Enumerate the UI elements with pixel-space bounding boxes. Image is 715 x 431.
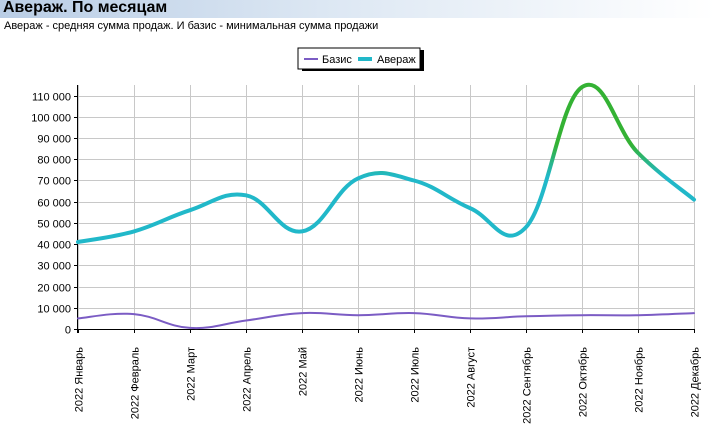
y-tick-label: 110 000 [32,92,71,104]
page-title: Авераж. По месяцам [3,0,168,16]
y-tick-label: 0 [65,325,71,337]
y-tick-label: 30 000 [37,261,71,273]
y-tick-label: 80 000 [37,155,71,167]
y-tick-label: 90 000 [37,134,71,146]
series-line-basis [77,311,695,330]
x-tick-label: 2022 Декабрь [690,347,702,418]
x-axis: 2022 Январь 2022 Февраль 2022 Март 2022 Апр… [74,329,702,424]
title-bar: Авераж. По месяцам [0,0,715,18]
x-tick-label: 2022 Июль [410,347,422,403]
x-tick-label: 2022 Февраль [130,347,142,420]
x-tick-label: 2022 Январь [74,347,86,413]
y-tick-label: 100 000 [31,113,71,125]
page-subtitle: Авераж - средняя сумма продаж. И базис -… [4,20,379,32]
series-lines [76,82,696,330]
y-tick-label: 70 000 [37,176,71,188]
y-tick-label: 50 000 [37,219,71,231]
legend-label-basis: Базис [322,54,352,66]
x-tick-label: 2022 Май [298,347,310,396]
x-tick-label: 2022 Август [466,347,478,408]
legend-label-average: Авераж [377,54,416,66]
grid [78,85,695,330]
x-tick-label: 2022 Ноябрь [634,347,646,413]
y-tick-label: 40 000 [37,240,71,252]
y-tick-label: 20 000 [37,283,71,295]
series-line-average [76,82,696,245]
x-tick-label: 2022 Апрель [242,347,254,412]
x-tick-label: 2022 Март [186,347,198,401]
x-tick-label: 2022 Октябрь [578,347,590,417]
y-axis: 0 10 000 20 000 30 000 40 000 50 000 60 000 70 … [31,85,78,337]
x-tick-label: 2022 Июнь [354,347,366,403]
y-tick-label: 10 000 [37,304,71,316]
legend: Базис Авераж [297,47,424,71]
y-tick-label: 60 000 [37,198,71,210]
x-tick-label: 2022 Сентябрь [522,347,534,424]
